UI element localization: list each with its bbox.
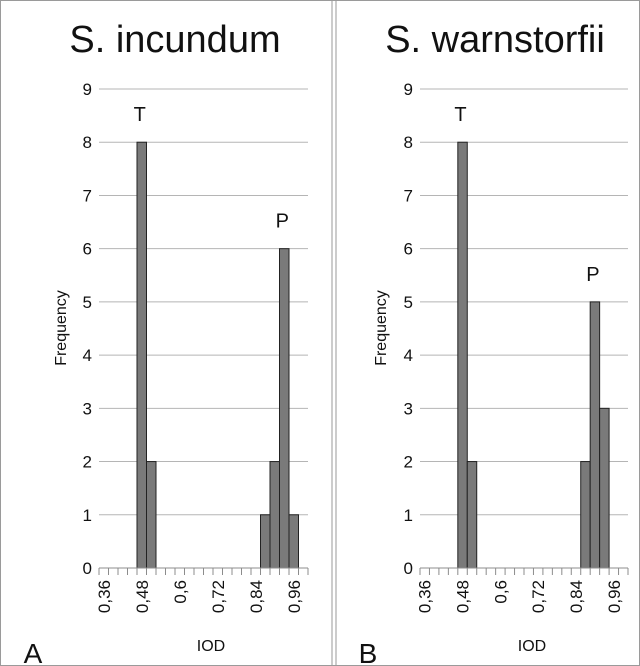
y-tick-label: 0 (83, 559, 92, 578)
y-tick-label: 4 (404, 346, 413, 365)
x-tick-label: 0,96 (605, 580, 624, 613)
chart-title: S. warnstorfii (385, 19, 605, 61)
y-tick-label: 6 (404, 240, 413, 259)
panel-b: S. warnstorfii Frequency IOD B 0 1 2 3 4 5 6 7 8… (359, 19, 629, 666)
x-axis-label: IOD (518, 638, 546, 655)
peak-label: T (454, 104, 466, 126)
y-tick-label: 9 (83, 80, 92, 99)
bar (260, 514, 271, 569)
x-tick-label: 0,6 (171, 580, 190, 604)
x-tick-label: 0,36 (95, 580, 114, 613)
y-tick-label: 6 (83, 240, 92, 259)
y-tick-label: 2 (404, 453, 413, 472)
x-tick-label: 0,72 (529, 580, 548, 613)
x-axis-label: IOD (197, 638, 225, 655)
panel-a: S. incundum Frequency IOD A 0 1 2 3 4 5 6 7 8 9 0,… (24, 19, 309, 666)
plot-area: 0 1 2 3 4 5 6 7 8 9 0,36 0,48 0,6 0,72 0,84 0,96 T P (83, 80, 309, 613)
bar (288, 514, 299, 569)
y-tick-label: 1 (83, 506, 92, 525)
x-tick-label: 0,48 (133, 580, 152, 613)
y-tick-label: 1 (404, 506, 413, 525)
x-tick-label: 0,72 (209, 580, 228, 613)
y-axis-label: Frequency (373, 290, 390, 366)
bar (146, 461, 157, 569)
y-tick-label: 8 (404, 133, 413, 152)
peak-label: T (134, 104, 146, 126)
y-tick-label: 4 (83, 346, 92, 365)
x-tick-label: 0,36 (416, 580, 435, 613)
bar (599, 407, 610, 569)
x-tick-label: 0,48 (454, 580, 473, 613)
bar (279, 248, 290, 569)
plot-area: 0 1 2 3 4 5 6 7 8 9 0,36 0,48 0,6 0,72 0,84 0,96 T P (404, 80, 629, 613)
y-tick-label: 5 (83, 293, 92, 312)
peak-label: P (586, 264, 599, 286)
y-tick-label: 2 (83, 453, 92, 472)
y-tick-label: 5 (404, 293, 413, 312)
y-axis-label: Frequency (53, 290, 70, 366)
bar (589, 301, 601, 569)
x-tick-label: 0,6 (491, 580, 510, 604)
y-tick-label: 3 (83, 399, 92, 418)
peak-label: P (276, 211, 289, 233)
x-tick-label: 0,84 (247, 580, 266, 613)
bar (269, 461, 280, 569)
x-tick-label: 0,96 (285, 580, 304, 613)
y-tick-label: 7 (404, 186, 413, 205)
x-tick-label: 0,84 (567, 580, 586, 613)
y-tick-label: 9 (404, 80, 413, 99)
bar (457, 141, 468, 569)
bar (136, 141, 147, 569)
bar (580, 461, 591, 569)
panel-label: B (359, 638, 378, 666)
bar (466, 461, 478, 569)
y-tick-label: 7 (83, 186, 92, 205)
y-tick-label: 3 (404, 399, 413, 418)
y-tick-label: 0 (404, 559, 413, 578)
chart-title: S. incundum (69, 19, 280, 61)
y-tick-label: 8 (83, 133, 92, 152)
panel-label: A (24, 638, 43, 666)
